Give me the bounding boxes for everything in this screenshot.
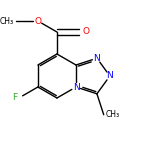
Text: CH₃: CH₃: [106, 110, 120, 119]
Text: O: O: [83, 28, 90, 36]
Text: F: F: [12, 93, 17, 102]
Text: O: O: [34, 17, 41, 26]
Text: N: N: [107, 71, 113, 81]
Text: N: N: [73, 83, 79, 92]
Text: N: N: [93, 54, 100, 63]
Text: CH₃: CH₃: [0, 17, 14, 26]
